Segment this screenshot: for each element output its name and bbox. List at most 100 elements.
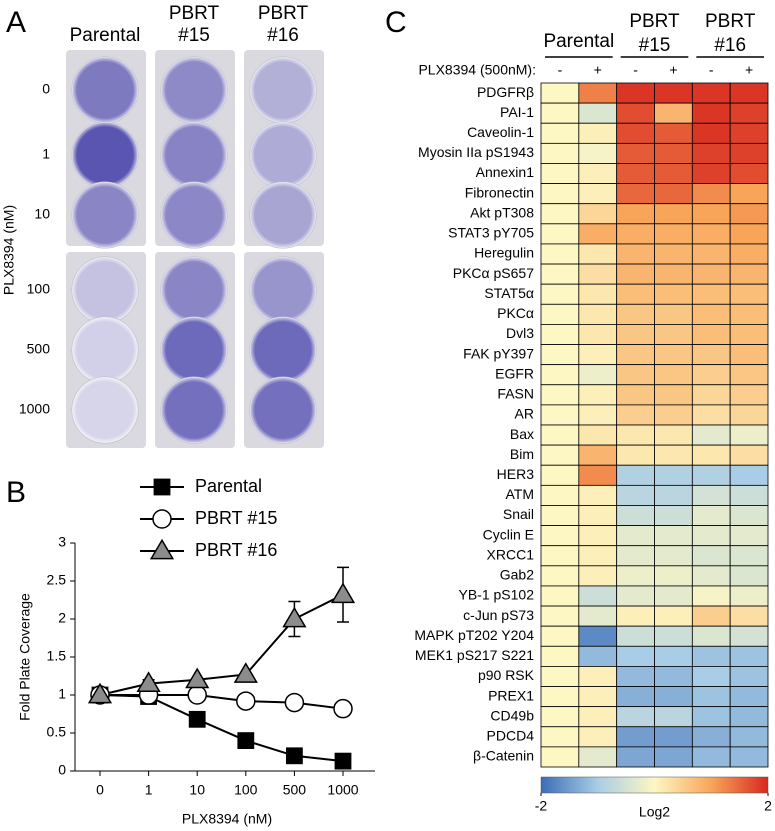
heat-cell (540, 404, 580, 426)
heat-cell (616, 364, 655, 386)
heat-cell (729, 444, 769, 466)
heat-cell (578, 243, 618, 265)
marker (87, 682, 113, 704)
heat-cell (616, 263, 655, 285)
heat-cell (729, 243, 769, 265)
column-header: #16 (267, 25, 299, 46)
row-label: YB-1 pS102 (459, 587, 535, 603)
well-rim (72, 122, 138, 188)
heat-cell (654, 666, 693, 687)
x-tick-label: 500 (283, 782, 307, 798)
heat-cell (578, 142, 618, 164)
row-label: Annexin1 (476, 164, 535, 180)
heat-cell (729, 686, 769, 708)
heat-cell (654, 82, 693, 104)
heat-cell (691, 545, 731, 567)
row-label: PAI-1 (500, 104, 534, 120)
legend-marker (149, 538, 175, 560)
heat-cell (578, 102, 618, 124)
heat-cell (540, 666, 580, 687)
row-label: Akt pT308 (470, 204, 534, 220)
colorbar-tick-label: 2 (764, 798, 772, 814)
row-label: PKCα pS657 (453, 265, 534, 281)
heat-cell (654, 344, 693, 366)
row-label: EGFR (495, 365, 534, 381)
x-tick-label: 10 (189, 782, 205, 798)
heat-cell (729, 223, 769, 245)
marker (188, 710, 206, 728)
heat-cell (616, 545, 655, 567)
heat-cell (578, 726, 618, 748)
heat-cell (616, 484, 655, 506)
heat-cell (540, 424, 580, 446)
well-rim (250, 57, 316, 123)
heat-cell (540, 605, 580, 627)
treatment: - (633, 62, 638, 78)
row-label: PREX1 (488, 687, 534, 703)
heat-cell (540, 344, 580, 366)
heat-cell (616, 102, 655, 124)
row-label: Fibronectin (465, 184, 534, 200)
heat-cell (540, 585, 580, 607)
heat-cell (654, 746, 693, 768)
row-label: p90 RSK (478, 667, 535, 683)
legend-marker (152, 509, 172, 529)
heat-cell (578, 263, 618, 285)
row-label: 0 (42, 81, 50, 97)
heat-cell (540, 505, 580, 526)
x-tick-label: 1000 (327, 782, 358, 798)
heat-cell (654, 203, 693, 225)
row-label: STAT5α (484, 285, 534, 301)
well-rim (72, 182, 138, 248)
marker (330, 582, 356, 604)
heat-cell (616, 324, 655, 345)
row-label: 1000 (19, 401, 50, 417)
heat-cell (691, 424, 731, 446)
heat-cell (616, 464, 655, 486)
column-header: PBRT (629, 11, 680, 32)
heat-cell (578, 666, 618, 687)
heat-cell (616, 344, 655, 366)
heat-cell (616, 283, 655, 305)
heat-cell (578, 344, 618, 366)
legend-label: Parental (195, 476, 262, 496)
axis-label: PLX8394 (nM) (1, 205, 17, 295)
heat-cell (729, 424, 769, 446)
well-rim (250, 377, 316, 443)
heat-cell (540, 746, 580, 768)
heat-cell (616, 726, 655, 748)
heat-cell (578, 464, 618, 486)
heat-cell (654, 303, 693, 325)
column-header: #15 (178, 25, 210, 46)
heat-cell (616, 122, 655, 144)
legend-label: PBRT #16 (195, 540, 277, 560)
legend-label: PBRT #15 (195, 508, 277, 528)
y-tick-label: 2.5 (47, 572, 67, 588)
x-tick-label: 1 (145, 782, 153, 798)
heat-cell (654, 585, 693, 607)
well-rim (161, 317, 227, 383)
heat-cell (691, 746, 731, 768)
heat-cell (729, 303, 769, 325)
colorbar-tick-label: -2 (535, 798, 548, 814)
column-header: #16 (714, 35, 746, 56)
heat-cell (691, 625, 731, 647)
row-label: 500 (27, 341, 51, 357)
heat-cell (691, 324, 731, 345)
row-label: HER3 (497, 466, 535, 482)
y-tick-label: 1.5 (47, 648, 67, 664)
heat-cell (616, 82, 655, 104)
well-rim (72, 57, 138, 123)
y-tick-label: 0.5 (47, 724, 67, 740)
heat-cell (654, 645, 693, 667)
heat-cell (578, 746, 618, 768)
heat-cell (616, 686, 655, 708)
heat-cell (616, 585, 655, 607)
heat-cell (691, 283, 731, 305)
heat-cell (578, 525, 618, 547)
row-label: 1 (42, 146, 50, 162)
well-rim (161, 122, 227, 188)
heat-cell (654, 142, 693, 164)
heat-cell (616, 666, 655, 687)
heat-cell (616, 163, 655, 184)
